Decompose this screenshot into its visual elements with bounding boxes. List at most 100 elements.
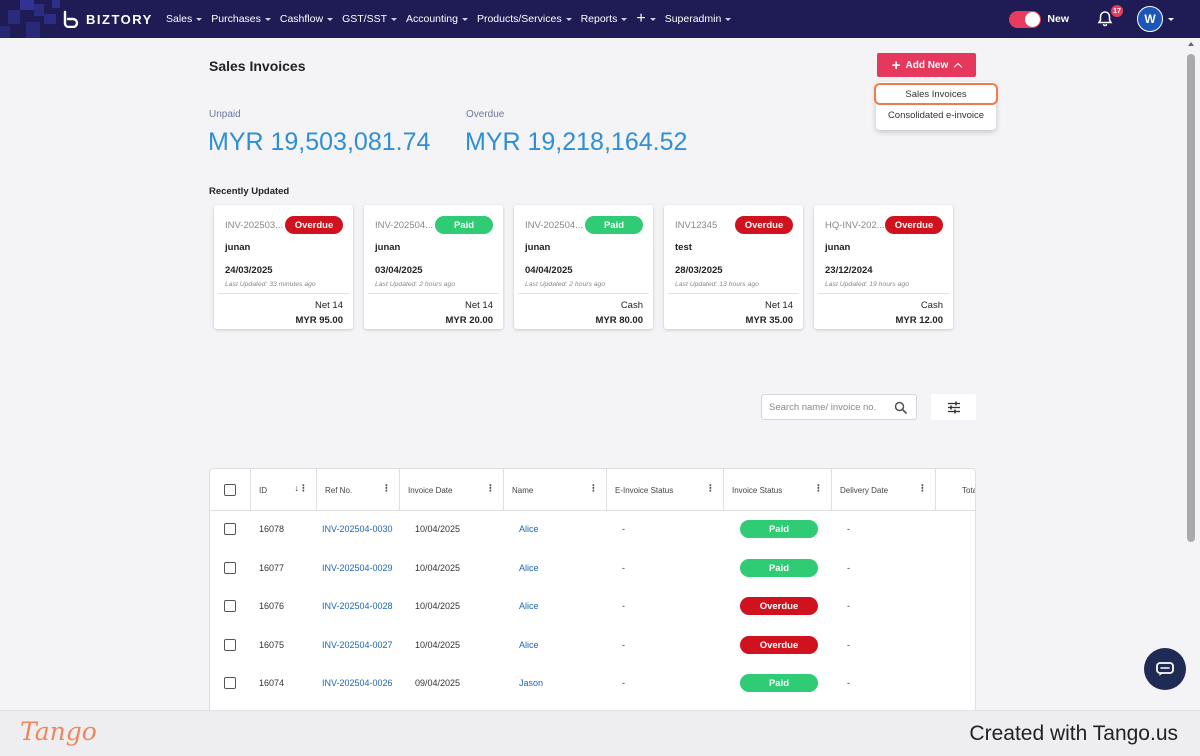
nav-gst-sst[interactable]: GST/SST <box>342 13 397 25</box>
add-new-button[interactable]: + Add New <box>877 53 976 77</box>
page-scrollbar[interactable] <box>1186 40 1196 708</box>
divider <box>818 293 949 294</box>
nav-label: Cashflow <box>279 13 324 25</box>
nav-accounting[interactable]: Accounting <box>406 13 468 25</box>
row-checkbox[interactable] <box>224 639 236 651</box>
cell-invoice-status: Overdue <box>740 626 818 664</box>
invoices-table: ID ↓⋮ Ref No. ⋮ Invoice Date ⋮ Name ⋮ E-Invo… <box>209 468 976 718</box>
table-row[interactable]: 16078 INV-202504-0030 10/04/2025 Alice -… <box>210 510 975 548</box>
column-label: Name <box>512 485 534 495</box>
dropdown-item-sales-invoices[interactable]: Sales Invoices <box>874 83 998 105</box>
nav-label: Purchases <box>211 13 261 25</box>
row-checkbox[interactable] <box>224 562 236 574</box>
chevron-down-icon[interactable] <box>1168 17 1174 21</box>
column-header-id[interactable]: ID ↓⋮ <box>251 469 317 511</box>
scroll-up-icon[interactable] <box>1188 42 1194 46</box>
card-last-updated: Last Updated: 19 hours ago <box>825 281 909 288</box>
user-avatar[interactable]: W <box>1137 6 1163 32</box>
card-amount: MYR 35.00 <box>745 315 793 326</box>
recent-invoice-card[interactable]: INV12345 Overdue test 28/03/2025 Last Up… <box>664 205 803 329</box>
table-row[interactable]: 16075 INV-202504-0027 10/04/2025 Alice -… <box>210 626 975 664</box>
plus-icon: + <box>636 10 646 27</box>
recent-invoice-card[interactable]: INV-202503... Overdue junan 24/03/2025 L… <box>214 205 353 329</box>
cell-ref-link[interactable]: INV-202504-0027 <box>322 640 393 650</box>
column-menu-icon[interactable]: ⋮ <box>918 483 927 493</box>
column-menu-icon[interactable]: ⋮ <box>814 483 823 493</box>
card-terms: Cash <box>920 300 943 311</box>
nav-products-services[interactable]: Products/Services <box>477 13 572 25</box>
cell-id: 16077 <box>259 563 285 573</box>
status-badge: Paid <box>740 520 818 538</box>
card-amount: MYR 12.00 <box>895 315 943 326</box>
cell-name-link[interactable]: Jason <box>519 678 544 688</box>
cell-ref-link[interactable]: INV-202504-0030 <box>322 524 393 534</box>
row-checkbox[interactable] <box>224 677 236 689</box>
table-row[interactable]: 16074 INV-202504-0026 09/04/2025 Jason -… <box>210 664 975 702</box>
nav-superadmin[interactable]: Superadmin <box>665 13 732 25</box>
nav-label: Superadmin <box>664 13 722 25</box>
card-date: 04/04/2025 <box>525 265 573 276</box>
column-label: Invoice Date <box>408 485 453 495</box>
cell-ref-link[interactable]: INV-202504-0026 <box>322 678 393 688</box>
card-invoice-no: HQ-INV-202... <box>825 220 885 231</box>
plus-icon: + <box>891 56 901 74</box>
column-menu-icon[interactable]: ⋮ <box>589 483 598 493</box>
cell-name-link[interactable]: Alice <box>519 524 539 534</box>
card-terms: Net 14 <box>315 300 343 311</box>
new-ui-toggle[interactable] <box>1009 10 1042 28</box>
cell-date: 10/04/2025 <box>415 563 461 573</box>
nav-purchases[interactable]: Purchases <box>211 13 271 25</box>
card-date: 24/03/2025 <box>225 265 273 276</box>
sort-menu-icon[interactable]: ↓⋮ <box>294 483 309 493</box>
row-select <box>224 510 236 548</box>
column-header-name[interactable]: Name ⋮ <box>504 469 607 511</box>
scrollbar-thumb[interactable] <box>1187 54 1195 542</box>
nav-quick-add[interactable]: + <box>636 10 656 27</box>
recent-invoice-card[interactable]: HQ-INV-202... Overdue junan 23/12/2024 L… <box>814 205 953 329</box>
recently-updated-title: Recently Updated <box>209 186 290 197</box>
column-header-total[interactable]: Tota <box>936 469 975 511</box>
cell-name-link[interactable]: Alice <box>519 601 539 611</box>
chat-button[interactable] <box>1144 648 1186 690</box>
recent-invoice-card[interactable]: INV-202504... Paid junan 04/04/2025 Last… <box>514 205 653 329</box>
column-menu-icon[interactable]: ⋮ <box>486 483 495 493</box>
recent-invoice-card[interactable]: INV-202504... Paid junan 03/04/2025 Last… <box>364 205 503 329</box>
brand[interactable]: BIZTORY <box>0 0 160 38</box>
card-terms: Net 14 <box>765 300 793 311</box>
table-row[interactable]: 16076 INV-202504-0028 10/04/2025 Alice -… <box>210 587 975 625</box>
row-checkbox[interactable] <box>224 600 236 612</box>
overdue-value: MYR 19,218,164.52 <box>465 128 688 156</box>
nav-cashflow[interactable]: Cashflow <box>279 13 334 25</box>
search-icon[interactable] <box>894 401 907 419</box>
cell-delivery-date: - <box>847 563 850 573</box>
search-input[interactable] <box>769 401 887 413</box>
row-checkbox[interactable] <box>224 523 236 535</box>
column-menu-icon[interactable]: ⋮ <box>706 483 715 493</box>
cell-name-link[interactable]: Alice <box>519 563 539 573</box>
select-all-checkbox[interactable] <box>224 484 236 496</box>
filter-button[interactable] <box>931 394 976 420</box>
column-header-invoice-status[interactable]: Invoice Status ⋮ <box>724 469 832 511</box>
table-row[interactable]: 16077 INV-202504-0029 10/04/2025 Alice -… <box>210 549 975 587</box>
column-header-einvoice-status[interactable]: E-Invoice Status ⋮ <box>607 469 724 511</box>
chevron-down-icon <box>327 17 334 21</box>
column-header-invoice-date[interactable]: Invoice Date ⋮ <box>400 469 504 511</box>
cell-id: 16078 <box>259 524 285 534</box>
chevron-up-icon <box>954 62 963 71</box>
cell-ref-link[interactable]: INV-202504-0028 <box>322 601 393 611</box>
column-header-delivery-date[interactable]: Delivery Date ⋮ <box>832 469 936 511</box>
cell-ref-link[interactable]: INV-202504-0029 <box>322 563 393 573</box>
cell-name-link[interactable]: Alice <box>519 640 539 650</box>
column-menu-icon[interactable]: ⋮ <box>382 483 391 493</box>
dropdown-item-consolidated-einvoice[interactable]: Consolidated e-invoice <box>887 110 985 121</box>
cell-id: 16075 <box>259 640 285 650</box>
nav-sales[interactable]: Sales <box>166 13 203 25</box>
cell-date: 10/04/2025 <box>415 640 461 650</box>
status-badge: Overdue <box>285 216 343 234</box>
column-header-ref[interactable]: Ref No. ⋮ <box>317 469 400 511</box>
row-select <box>224 664 236 702</box>
chevron-down-icon <box>391 17 397 21</box>
notifications-button[interactable]: 17 <box>1097 5 1123 28</box>
nav-reports[interactable]: Reports <box>581 13 628 25</box>
column-label: Invoice Status <box>732 485 783 495</box>
